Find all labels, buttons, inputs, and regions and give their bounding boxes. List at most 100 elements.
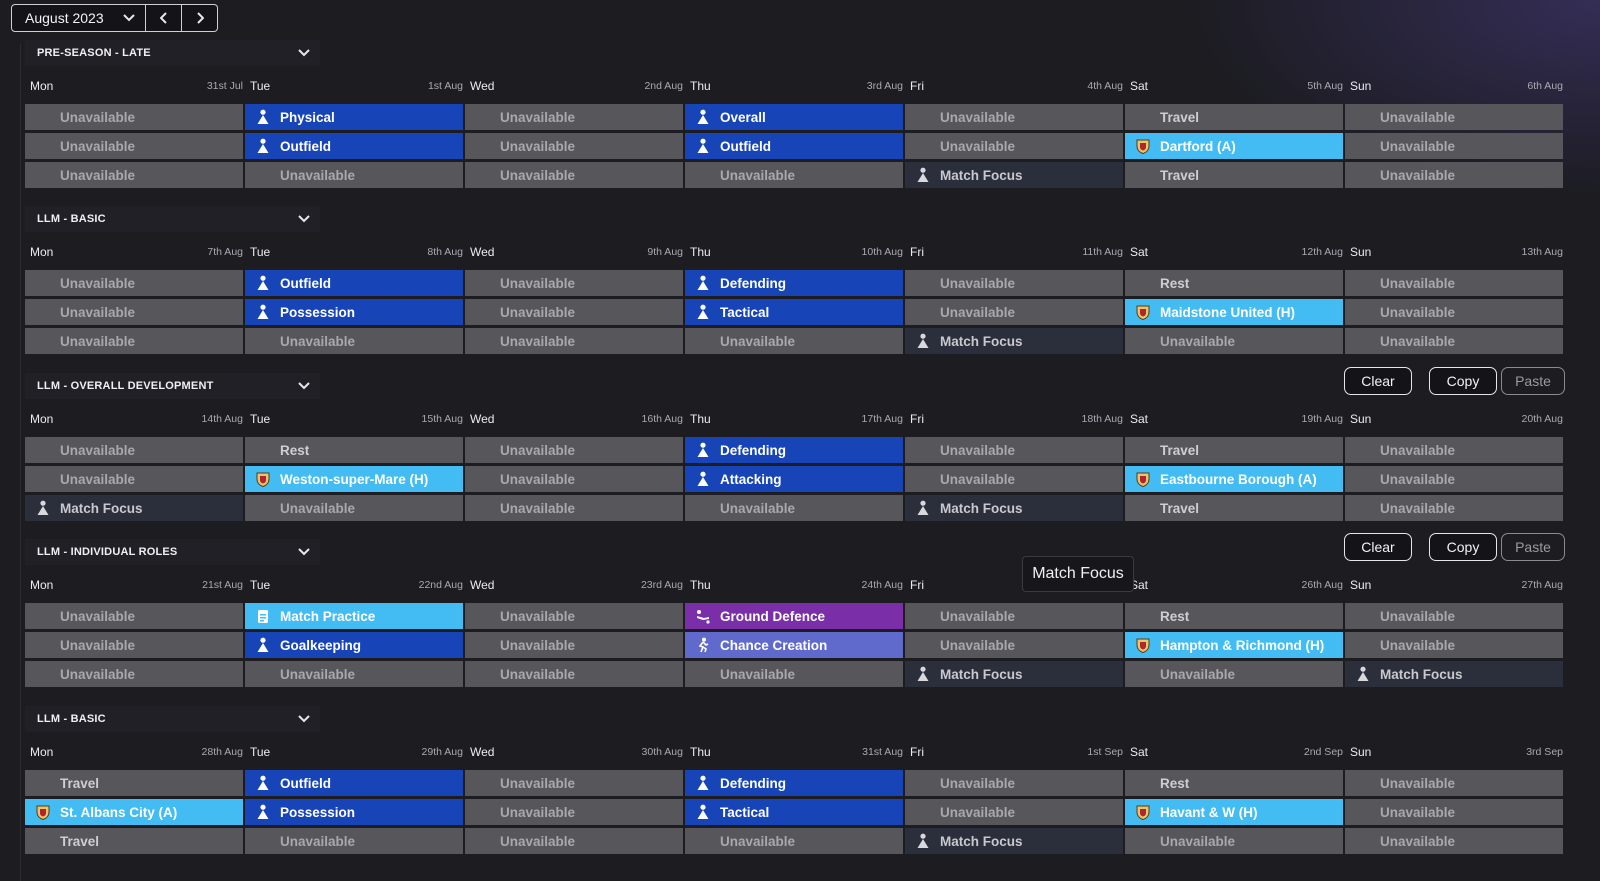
session-slot[interactable]: Travel xyxy=(25,770,243,796)
session-slot[interactable]: Unavailable xyxy=(905,799,1123,825)
session-slot[interactable]: Unavailable xyxy=(465,632,683,658)
session-slot[interactable]: Outfield xyxy=(245,133,463,159)
session-slot[interactable]: Travel xyxy=(1125,104,1343,130)
session-slot[interactable]: Unavailable xyxy=(25,328,243,354)
session-slot[interactable]: Chance Creation xyxy=(685,632,903,658)
session-slot[interactable]: Travel xyxy=(1125,495,1343,521)
session-slot[interactable]: Match Focus xyxy=(905,328,1123,354)
week-section-header[interactable]: LLM - INDIVIDUAL ROLES xyxy=(25,539,320,565)
session-slot[interactable]: Unavailable xyxy=(905,133,1123,159)
clear-week-button[interactable]: Clear xyxy=(1344,367,1412,395)
week-section-header[interactable]: PRE-SEASON - LATE xyxy=(25,40,320,66)
paste-week-button[interactable]: Paste xyxy=(1501,533,1565,561)
session-slot[interactable]: Match Focus xyxy=(1345,661,1563,687)
session-slot[interactable]: Rest xyxy=(1125,603,1343,629)
session-slot[interactable]: Unavailable xyxy=(1345,270,1563,296)
session-slot[interactable]: Unavailable xyxy=(465,133,683,159)
session-slot[interactable]: Defending xyxy=(685,270,903,296)
session-slot[interactable]: Unavailable xyxy=(685,828,903,854)
session-slot[interactable]: Unavailable xyxy=(1125,661,1343,687)
session-slot[interactable]: Unavailable xyxy=(1125,828,1343,854)
session-slot[interactable]: Unavailable xyxy=(1345,133,1563,159)
session-slot[interactable]: Travel xyxy=(1125,162,1343,188)
session-slot[interactable]: Havant & W (H) xyxy=(1125,799,1343,825)
session-slot[interactable]: Unavailable xyxy=(25,104,243,130)
session-slot[interactable]: Goalkeeping xyxy=(245,632,463,658)
session-slot[interactable]: Unavailable xyxy=(465,328,683,354)
session-slot[interactable]: Ground Defence xyxy=(685,603,903,629)
session-slot[interactable]: Outfield xyxy=(685,133,903,159)
week-section-header[interactable]: LLM - BASIC xyxy=(25,206,320,232)
session-slot[interactable]: Unavailable xyxy=(1345,770,1563,796)
session-slot[interactable]: Unavailable xyxy=(25,466,243,492)
session-slot[interactable]: Match Focus xyxy=(905,661,1123,687)
session-slot[interactable]: Unavailable xyxy=(905,437,1123,463)
session-slot[interactable]: Unavailable xyxy=(905,632,1123,658)
session-slot[interactable]: Unavailable xyxy=(245,828,463,854)
session-slot[interactable]: Unavailable xyxy=(25,603,243,629)
session-slot[interactable]: Unavailable xyxy=(465,770,683,796)
session-slot[interactable]: Unavailable xyxy=(465,661,683,687)
session-slot[interactable]: Possession xyxy=(245,299,463,325)
session-slot[interactable]: Unavailable xyxy=(25,661,243,687)
session-slot[interactable]: Dartford (A) xyxy=(1125,133,1343,159)
session-slot[interactable]: Unavailable xyxy=(1345,328,1563,354)
session-slot[interactable]: Tactical xyxy=(685,799,903,825)
session-slot[interactable]: Unavailable xyxy=(685,162,903,188)
session-slot[interactable]: Unavailable xyxy=(1345,495,1563,521)
session-slot[interactable]: Unavailable xyxy=(905,104,1123,130)
session-slot[interactable]: Attacking xyxy=(685,466,903,492)
session-slot[interactable]: Match Focus xyxy=(905,162,1123,188)
paste-week-button[interactable]: Paste xyxy=(1501,367,1565,395)
session-slot[interactable]: Outfield xyxy=(245,770,463,796)
session-slot[interactable]: Unavailable xyxy=(685,328,903,354)
session-slot[interactable]: Tactical xyxy=(685,299,903,325)
session-slot[interactable]: Unavailable xyxy=(25,632,243,658)
session-slot[interactable]: St. Albans City (A) xyxy=(25,799,243,825)
session-slot[interactable]: Unavailable xyxy=(465,603,683,629)
session-slot[interactable]: Unavailable xyxy=(25,270,243,296)
session-slot[interactable]: Outfield xyxy=(245,270,463,296)
next-month-button[interactable] xyxy=(182,4,218,32)
session-slot[interactable]: Unavailable xyxy=(465,270,683,296)
session-slot[interactable]: Unavailable xyxy=(905,466,1123,492)
session-slot[interactable]: Match Practice xyxy=(245,603,463,629)
session-slot[interactable]: Unavailable xyxy=(245,495,463,521)
session-slot[interactable]: Unavailable xyxy=(465,104,683,130)
session-slot[interactable]: Defending xyxy=(685,437,903,463)
session-slot[interactable]: Match Focus xyxy=(25,495,243,521)
session-slot[interactable]: Unavailable xyxy=(1125,328,1343,354)
session-slot[interactable]: Rest xyxy=(1125,770,1343,796)
session-slot[interactable]: Unavailable xyxy=(465,495,683,521)
copy-week-button[interactable]: Copy xyxy=(1429,367,1497,395)
session-slot[interactable]: Unavailable xyxy=(1345,299,1563,325)
previous-month-button[interactable] xyxy=(146,4,182,32)
month-dropdown[interactable]: August 2023 xyxy=(11,4,146,32)
session-slot[interactable]: Unavailable xyxy=(685,495,903,521)
session-slot[interactable]: Unavailable xyxy=(465,299,683,325)
session-slot[interactable]: Unavailable xyxy=(1345,437,1563,463)
session-slot[interactable]: Possession xyxy=(245,799,463,825)
session-slot[interactable]: Match Focus xyxy=(905,495,1123,521)
session-slot[interactable]: Weston-super-Mare (H) xyxy=(245,466,463,492)
session-slot[interactable]: Physical xyxy=(245,104,463,130)
session-slot[interactable]: Unavailable xyxy=(25,437,243,463)
session-slot[interactable]: Travel xyxy=(25,828,243,854)
week-section-header[interactable]: LLM - BASIC xyxy=(25,706,320,732)
week-section-header[interactable]: LLM - OVERALL DEVELOPMENT xyxy=(25,373,320,399)
session-slot[interactable]: Unavailable xyxy=(25,162,243,188)
session-slot[interactable]: Unavailable xyxy=(245,162,463,188)
session-slot[interactable]: Rest xyxy=(245,437,463,463)
session-slot[interactable]: Unavailable xyxy=(1345,828,1563,854)
session-slot[interactable]: Unavailable xyxy=(245,661,463,687)
session-slot[interactable]: Unavailable xyxy=(25,299,243,325)
session-slot[interactable]: Rest xyxy=(1125,270,1343,296)
session-slot[interactable]: Unavailable xyxy=(465,437,683,463)
session-slot[interactable]: Travel xyxy=(1125,437,1343,463)
session-slot[interactable]: Unavailable xyxy=(1345,632,1563,658)
session-slot[interactable]: Unavailable xyxy=(1345,104,1563,130)
chevron-down-icon[interactable] xyxy=(298,715,310,723)
chevron-down-icon[interactable] xyxy=(298,215,310,223)
session-slot[interactable]: Hampton & Richmond (H) xyxy=(1125,632,1343,658)
session-slot[interactable]: Unavailable xyxy=(245,328,463,354)
